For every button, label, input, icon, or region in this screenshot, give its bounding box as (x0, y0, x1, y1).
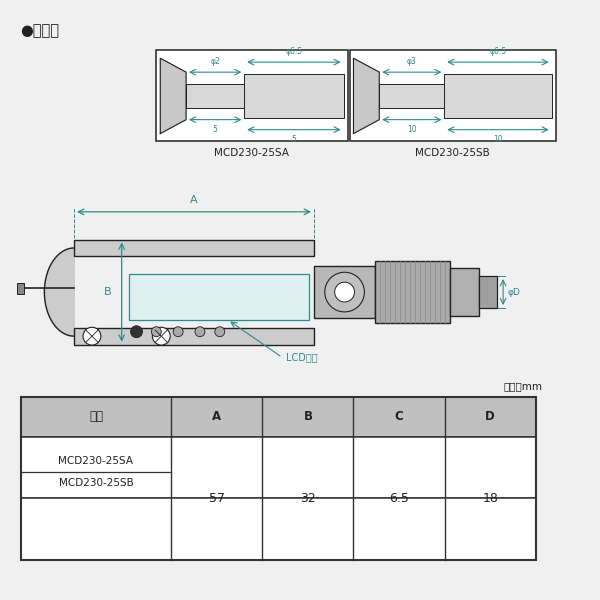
Text: D: D (485, 410, 495, 424)
Polygon shape (353, 58, 379, 134)
Text: 18: 18 (482, 491, 498, 505)
Text: MCD230-25SA: MCD230-25SA (58, 456, 133, 466)
Text: φ6.5: φ6.5 (490, 47, 506, 56)
Bar (157, 50, 347, 142)
Bar (20, 437, 536, 498)
Bar (17, 283, 23, 293)
Text: 5: 5 (292, 134, 296, 143)
Circle shape (152, 327, 170, 345)
Polygon shape (160, 58, 186, 134)
Text: B: B (104, 287, 112, 297)
Circle shape (173, 327, 183, 337)
Text: 32: 32 (300, 491, 316, 505)
Text: 10: 10 (407, 125, 416, 134)
Bar (479, 276, 497, 308)
Text: ●寸法図: ●寸法図 (20, 23, 59, 38)
Text: 単位：mm: 単位：mm (504, 381, 543, 391)
Circle shape (131, 326, 142, 338)
Bar (449, 268, 479, 316)
Text: 品番: 品番 (89, 410, 103, 424)
Circle shape (325, 272, 364, 312)
Bar (74, 328, 314, 344)
Text: φ3: φ3 (407, 57, 417, 66)
Text: φC: φC (139, 292, 152, 302)
Bar (128, 274, 309, 320)
Text: 57: 57 (209, 491, 225, 505)
Bar (20, 397, 536, 437)
Text: 6.5: 6.5 (389, 491, 409, 505)
Bar (74, 239, 314, 256)
Bar (186, 84, 244, 108)
Text: A: A (212, 410, 221, 424)
Text: 10: 10 (493, 134, 503, 143)
Bar (244, 74, 344, 118)
Polygon shape (44, 248, 74, 336)
Bar (445, 74, 551, 118)
Bar (314, 266, 375, 318)
Text: MCD230-25SB: MCD230-25SB (59, 478, 133, 488)
Text: φ6.5: φ6.5 (286, 47, 302, 56)
Text: C: C (395, 410, 403, 424)
Circle shape (215, 327, 225, 337)
Circle shape (151, 327, 161, 337)
Text: B: B (304, 410, 313, 424)
Text: MCD230-25SA: MCD230-25SA (214, 148, 289, 158)
Bar (379, 84, 445, 108)
Text: A: A (190, 195, 198, 205)
Text: LCD表示: LCD表示 (286, 352, 318, 362)
Bar (350, 50, 556, 142)
Text: φD: φD (507, 287, 520, 296)
Text: 5: 5 (213, 125, 218, 134)
Circle shape (83, 327, 101, 345)
Bar (20, 397, 536, 560)
Text: φ2: φ2 (211, 57, 220, 66)
Text: MCD230-25SB: MCD230-25SB (415, 148, 490, 158)
Bar (375, 262, 449, 323)
Circle shape (195, 327, 205, 337)
Circle shape (335, 282, 355, 302)
Bar (20, 498, 536, 560)
